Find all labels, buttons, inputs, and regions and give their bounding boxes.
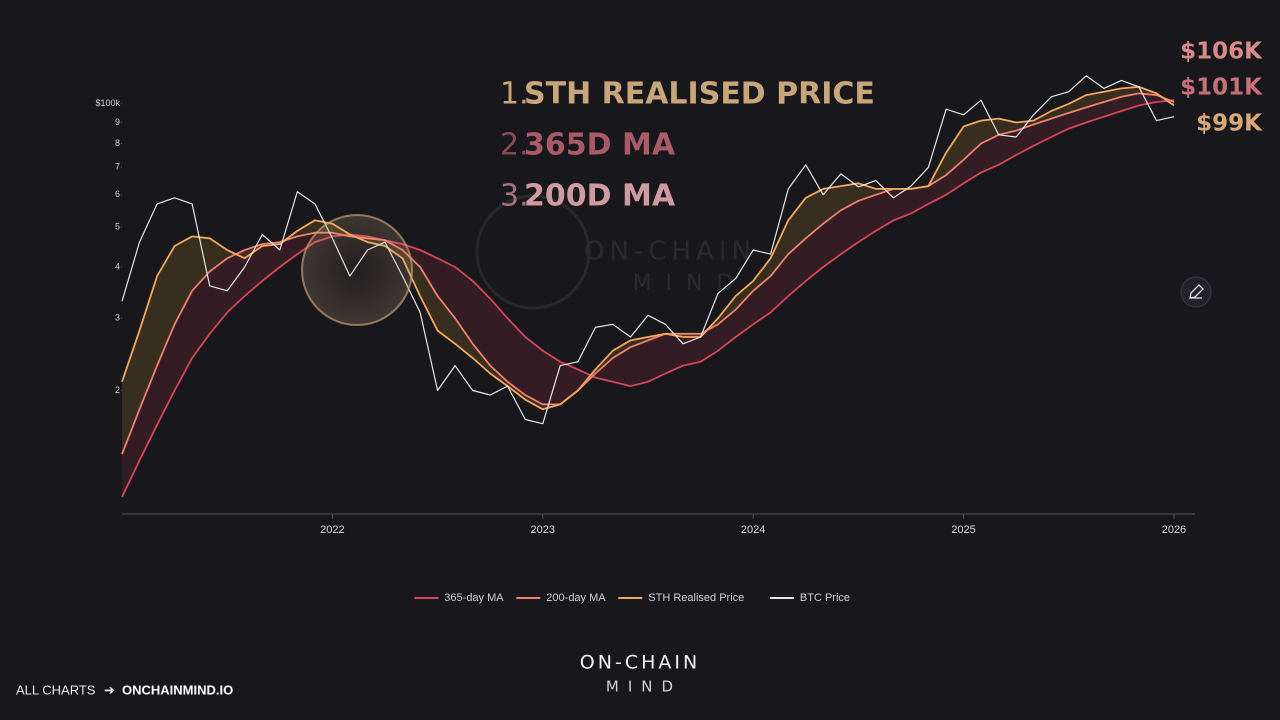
x-tick-label: 2023 — [531, 524, 555, 536]
edit-icon[interactable] — [1189, 284, 1204, 299]
headline-text: 365D MA — [524, 128, 676, 163]
series-line — [121, 75, 1175, 425]
x-tick-label: 2025 — [951, 524, 975, 536]
legend-label: STH Realised Price — [648, 592, 744, 604]
headline-text: 200D MA — [524, 179, 676, 214]
legend-label: 200-day MA — [546, 592, 606, 604]
headline-number: 1. — [500, 77, 529, 112]
watermark-text: MIND — [633, 271, 748, 296]
y-tick-label: 9 — [115, 117, 120, 127]
band-fill — [122, 93, 1174, 498]
value-callout: $106K — [1180, 39, 1263, 65]
watermark-emblem — [475, 194, 591, 310]
footer-link[interactable]: ONCHAINMIND.IO — [122, 682, 233, 697]
highlight-circle — [301, 214, 413, 326]
y-tick-label: 7 — [115, 162, 120, 172]
headline-number: 2. — [500, 128, 529, 163]
series-line — [121, 85, 1175, 411]
footer-arrow: ➔ — [104, 682, 115, 697]
logo-text: MIND — [606, 678, 682, 696]
x-tick-label: 2026 — [1162, 524, 1186, 536]
y-tick-label: 8 — [115, 138, 120, 148]
watermark-text: ON-CHAIN — [584, 237, 756, 267]
edit-button-bg[interactable] — [1180, 276, 1212, 308]
y-tick-label: 5 — [115, 222, 120, 232]
x-tick-label: 2024 — [741, 524, 765, 536]
legend: 365-day MA 200-day MA STH Realised Price BT… — [414, 592, 850, 604]
x-tick-label: 2022 — [320, 524, 344, 536]
y-tick-label: $100k — [95, 98, 120, 108]
watermark: ON-CHAIN MIND — [475, 194, 756, 310]
plot-area: $100k 9 8 7 6 5 4 3 2 2022 2023 2024 2025 2026 — [95, 75, 1195, 536]
y-tick-label: 2 — [115, 385, 120, 395]
series-line — [121, 99, 1175, 498]
legend-label: BTC Price — [800, 592, 850, 604]
value-callout: $101K — [1180, 75, 1263, 101]
logo-text: ON-CHAIN — [580, 652, 700, 674]
value-callout: $99K — [1196, 111, 1263, 137]
headline-number: 3. — [500, 179, 529, 214]
y-tick-label: 4 — [115, 261, 120, 271]
y-tick-label: 6 — [115, 189, 120, 199]
headline: 1.STH REALISED PRICE 2.365D MA 3.200D MA — [500, 77, 875, 214]
edit-button[interactable] — [1180, 276, 1212, 308]
headline-text: STH REALISED PRICE — [524, 77, 875, 112]
callouts: $106K $101K $99K — [1180, 39, 1263, 137]
y-tick-label: 3 — [115, 313, 120, 323]
footer-prefix: ALL CHARTS — [16, 682, 96, 697]
legend-label: 365-day MA — [444, 592, 504, 604]
